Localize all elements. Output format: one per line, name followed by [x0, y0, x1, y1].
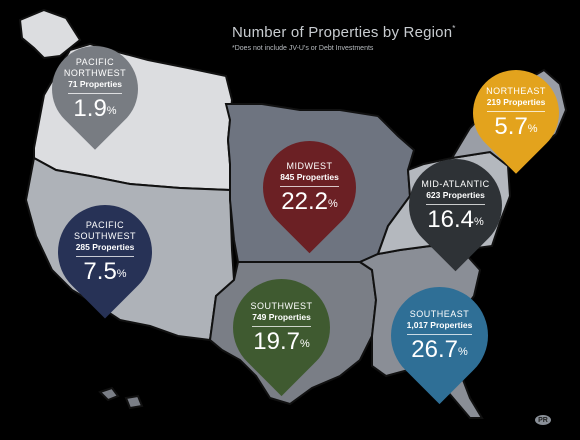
- northeast-pin-content: NORTHEAST 219 Properties 5.7%: [473, 70, 559, 156]
- region-percentage: 7.5%: [83, 257, 127, 285]
- southwest-pin: SOUTHWEST 749 Properties 19.7%: [212, 258, 351, 397]
- region-name: SOUTHEAST: [409, 308, 470, 319]
- region-percentage: 1.9%: [73, 94, 117, 122]
- region-name: PACIFIC: [75, 56, 115, 67]
- region-name: MID-ATLANTIC: [421, 178, 490, 189]
- percent-sign: %: [299, 337, 310, 350]
- map-title: Number of Properties by Region*: [232, 24, 456, 41]
- company-logo: PR: [535, 415, 551, 425]
- property-count: 71 Properties: [68, 78, 122, 94]
- property-count: 845 Properties: [280, 171, 339, 187]
- percentage-value: 26.7: [411, 335, 458, 363]
- region-name: NORTHEAST: [486, 86, 546, 96]
- midwest-pin-content: MIDWEST 845 Properties 22.2%: [263, 141, 356, 234]
- region-name-line2: NORTHWEST: [63, 67, 127, 78]
- percentage-value: 1.9: [73, 94, 107, 122]
- region-name: PACIFIC: [85, 219, 125, 230]
- pacific-northwest-pin-content: PACIFIC NORTHWEST 71 Properties 1.9%: [52, 46, 138, 132]
- mid-atlantic-pin-content: MID-ATLANTIC 623 Properties 16.4%: [409, 159, 502, 252]
- pacific-northwest-pin: PACIFIC NORTHWEST 71 Properties 1.9%: [34, 28, 156, 150]
- region-name: SOUTHWEST: [250, 300, 313, 311]
- hawaii-state: [98, 386, 144, 410]
- percent-sign: %: [527, 123, 538, 135]
- southeast-pin: SOUTHEAST 1,017 Properties 26.7%: [370, 266, 509, 405]
- mid-atlantic-pin: MID-ATLANTIC 623 Properties 16.4%: [389, 139, 522, 272]
- percentage-value: 22.2: [281, 187, 328, 215]
- percent-sign: %: [473, 215, 484, 228]
- southeast-pin-content: SOUTHEAST 1,017 Properties 26.7%: [391, 287, 488, 384]
- percent-sign: %: [457, 345, 468, 358]
- alaska-state: [18, 8, 82, 60]
- property-count: 219 Properties: [486, 97, 546, 112]
- region-percentage: 19.7%: [253, 327, 310, 355]
- title-block: Number of Properties by Region* *Does no…: [232, 24, 562, 52]
- northeast-pin: NORTHEAST 219 Properties 5.7%: [455, 52, 577, 174]
- region-name-line2: SOUTHWEST: [74, 230, 136, 241]
- region-percentage: 22.2%: [281, 187, 338, 215]
- region-percentage: 16.4%: [427, 205, 484, 233]
- percent-sign: %: [327, 197, 338, 210]
- percent-sign: %: [116, 267, 127, 280]
- property-count: 1,017 Properties: [406, 319, 473, 335]
- pacific-southwest-pin-content: PACIFIC SOUTHWEST 285 Properties 7.5%: [58, 205, 152, 299]
- percentage-value: 16.4: [427, 205, 474, 233]
- property-count: 285 Properties: [75, 241, 135, 257]
- region-name: MIDWEST: [286, 160, 333, 171]
- property-count: 749 Properties: [252, 311, 311, 327]
- percentage-value: 7.5: [83, 257, 117, 285]
- southwest-pin-content: SOUTHWEST 749 Properties 19.7%: [233, 279, 330, 376]
- percentage-value: 19.7: [253, 327, 300, 355]
- property-count: 623 Properties: [426, 189, 485, 205]
- percentage-value: 5.7: [494, 113, 528, 140]
- region-percentage: 5.7%: [494, 113, 538, 140]
- midwest-pin: MIDWEST 845 Properties 22.2%: [243, 121, 376, 254]
- region-percentage: 26.7%: [411, 335, 468, 363]
- map-subtitle: *Does not include JV-U's or Debt Investm…: [232, 45, 374, 52]
- percent-sign: %: [106, 104, 117, 117]
- pacific-southwest-pin: PACIFIC SOUTHWEST 285 Properties 7.5%: [38, 185, 172, 319]
